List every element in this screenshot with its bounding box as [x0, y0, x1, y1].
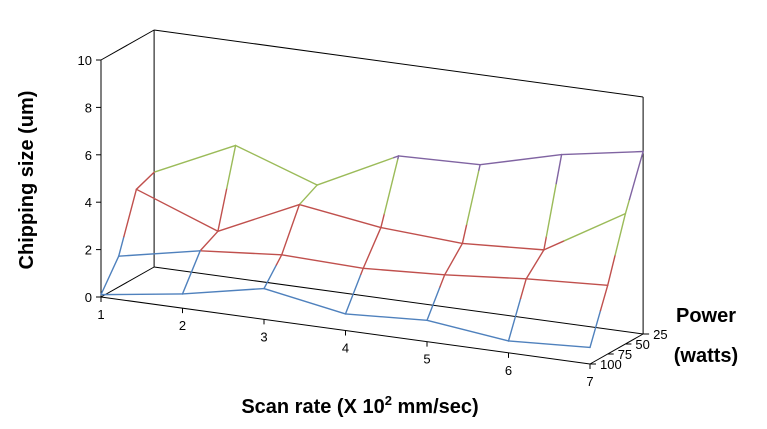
surface-column-segment	[181, 250, 201, 295]
x-axis-ticks: 1 2 3 4 5 6 7	[97, 297, 594, 389]
y-axis-title: Chipping size (um)	[16, 91, 38, 270]
power-tick-label: 75	[618, 347, 632, 362]
left-wall-top-edge	[100, 29, 155, 61]
surface-row-segment	[153, 144, 237, 173]
x-tick-label: 7	[586, 374, 593, 389]
back-wall-top-edge	[154, 29, 644, 98]
power-axis-title: Power	[676, 305, 736, 327]
surface-row-segment	[362, 267, 446, 276]
floor-right-edge	[589, 333, 644, 365]
surface-row-segment	[100, 293, 184, 296]
surface-row-segment	[563, 212, 627, 242]
surface-column-segment	[298, 184, 318, 206]
surface-row-segment	[560, 150, 644, 156]
x-tick-label: 2	[179, 318, 186, 333]
surface-column-segment	[545, 182, 557, 238]
surface-row-segment	[426, 319, 510, 342]
y-tick-label: 4	[85, 195, 92, 210]
surface-column-segment	[439, 274, 446, 288]
y-tick-label: 10	[78, 53, 92, 68]
surface-column-segment	[478, 164, 481, 171]
surface-column-segment	[100, 255, 120, 296]
surface-row-segment	[117, 250, 201, 257]
surface-row-segment	[444, 274, 527, 280]
surface-row-segment	[181, 287, 265, 295]
surface-column-segment	[199, 230, 219, 252]
surface-mesh	[100, 144, 644, 349]
surface-column-segment	[383, 157, 399, 215]
surface-column-segment	[624, 198, 631, 215]
power-axis-unit: (watts)	[674, 345, 738, 367]
surface-column-segment	[281, 203, 301, 256]
surface-column-segment	[543, 235, 548, 251]
surface-row-segment	[199, 250, 283, 256]
surface-row-segment	[380, 226, 464, 245]
surface-column-segment	[226, 144, 237, 190]
y-tick-label: 6	[85, 148, 92, 163]
surface-column-segment	[362, 226, 382, 270]
power-tick-label: 50	[635, 337, 649, 352]
surface-column-segment	[555, 153, 563, 185]
y-axis-ticks: 0 2 4 6 8 10	[78, 53, 101, 305]
surface-row-segment	[281, 254, 364, 270]
power-tick-label: 100	[600, 357, 622, 372]
x-axis-title: Scan rate (X 102 mm/sec)	[241, 393, 478, 418]
surface-column-segment	[217, 187, 228, 232]
x-axis-title-main: Scan rate (X 10	[241, 396, 384, 418]
surface-row-segment	[525, 278, 609, 286]
surface-column-segment	[275, 254, 283, 266]
surface-row-segment	[507, 340, 591, 349]
x-axis-title-end: mm/sec)	[392, 396, 479, 418]
surface-row-segment	[298, 203, 382, 229]
x-tick-label: 4	[342, 341, 349, 356]
y-tick-label: 8	[85, 100, 92, 115]
surface-column-segment	[628, 150, 644, 201]
surface-row-segment	[479, 153, 563, 166]
surface-column-segment	[461, 223, 468, 245]
surface-column-segment	[614, 212, 627, 256]
surface-column-segment	[123, 188, 138, 238]
surface-column-segment	[465, 169, 480, 226]
surface-row-segment	[344, 313, 428, 322]
chart-frame	[100, 29, 644, 365]
surface-row-segment	[543, 240, 565, 251]
floor-left-edge	[100, 266, 155, 298]
surface-column-segment	[444, 242, 464, 276]
surface-row-segment	[135, 188, 219, 232]
surface-row-segment	[461, 242, 545, 251]
y-tick-label: 2	[85, 243, 92, 258]
x-tick-label: 3	[260, 329, 267, 344]
surface-column-segment	[344, 273, 362, 315]
floor-back-edge	[154, 266, 644, 335]
surface-row-segment	[316, 156, 395, 186]
power-tick-label: 25	[653, 327, 667, 342]
surface-row-segment	[393, 155, 400, 159]
surface-column-segment	[507, 297, 522, 342]
x-tick-label: 5	[423, 352, 430, 367]
y-tick-label: 0	[85, 290, 92, 305]
surface-column-segment	[360, 267, 364, 276]
x-tick-label: 1	[97, 307, 104, 322]
surface-row-segment	[217, 203, 301, 232]
surface-row-segment	[234, 144, 318, 186]
surface-column-segment	[426, 286, 441, 322]
x-axis-title-superscript: 2	[385, 393, 392, 408]
surface-column-segment	[380, 213, 386, 229]
surface-column-segment	[599, 284, 609, 312]
surface-row-segment	[397, 155, 481, 166]
surface-column-segment	[117, 235, 125, 257]
surface-column-segment	[607, 254, 616, 286]
surface-row-segment	[263, 287, 347, 315]
surface-column-segment	[263, 264, 278, 290]
x-tick-label: 6	[505, 363, 512, 378]
surface-column-segment	[135, 171, 155, 191]
surface-column-segment	[589, 309, 602, 349]
surface-column-segment	[519, 278, 527, 300]
surface-column-segment	[525, 249, 545, 280]
surface-column-segment	[397, 155, 400, 160]
